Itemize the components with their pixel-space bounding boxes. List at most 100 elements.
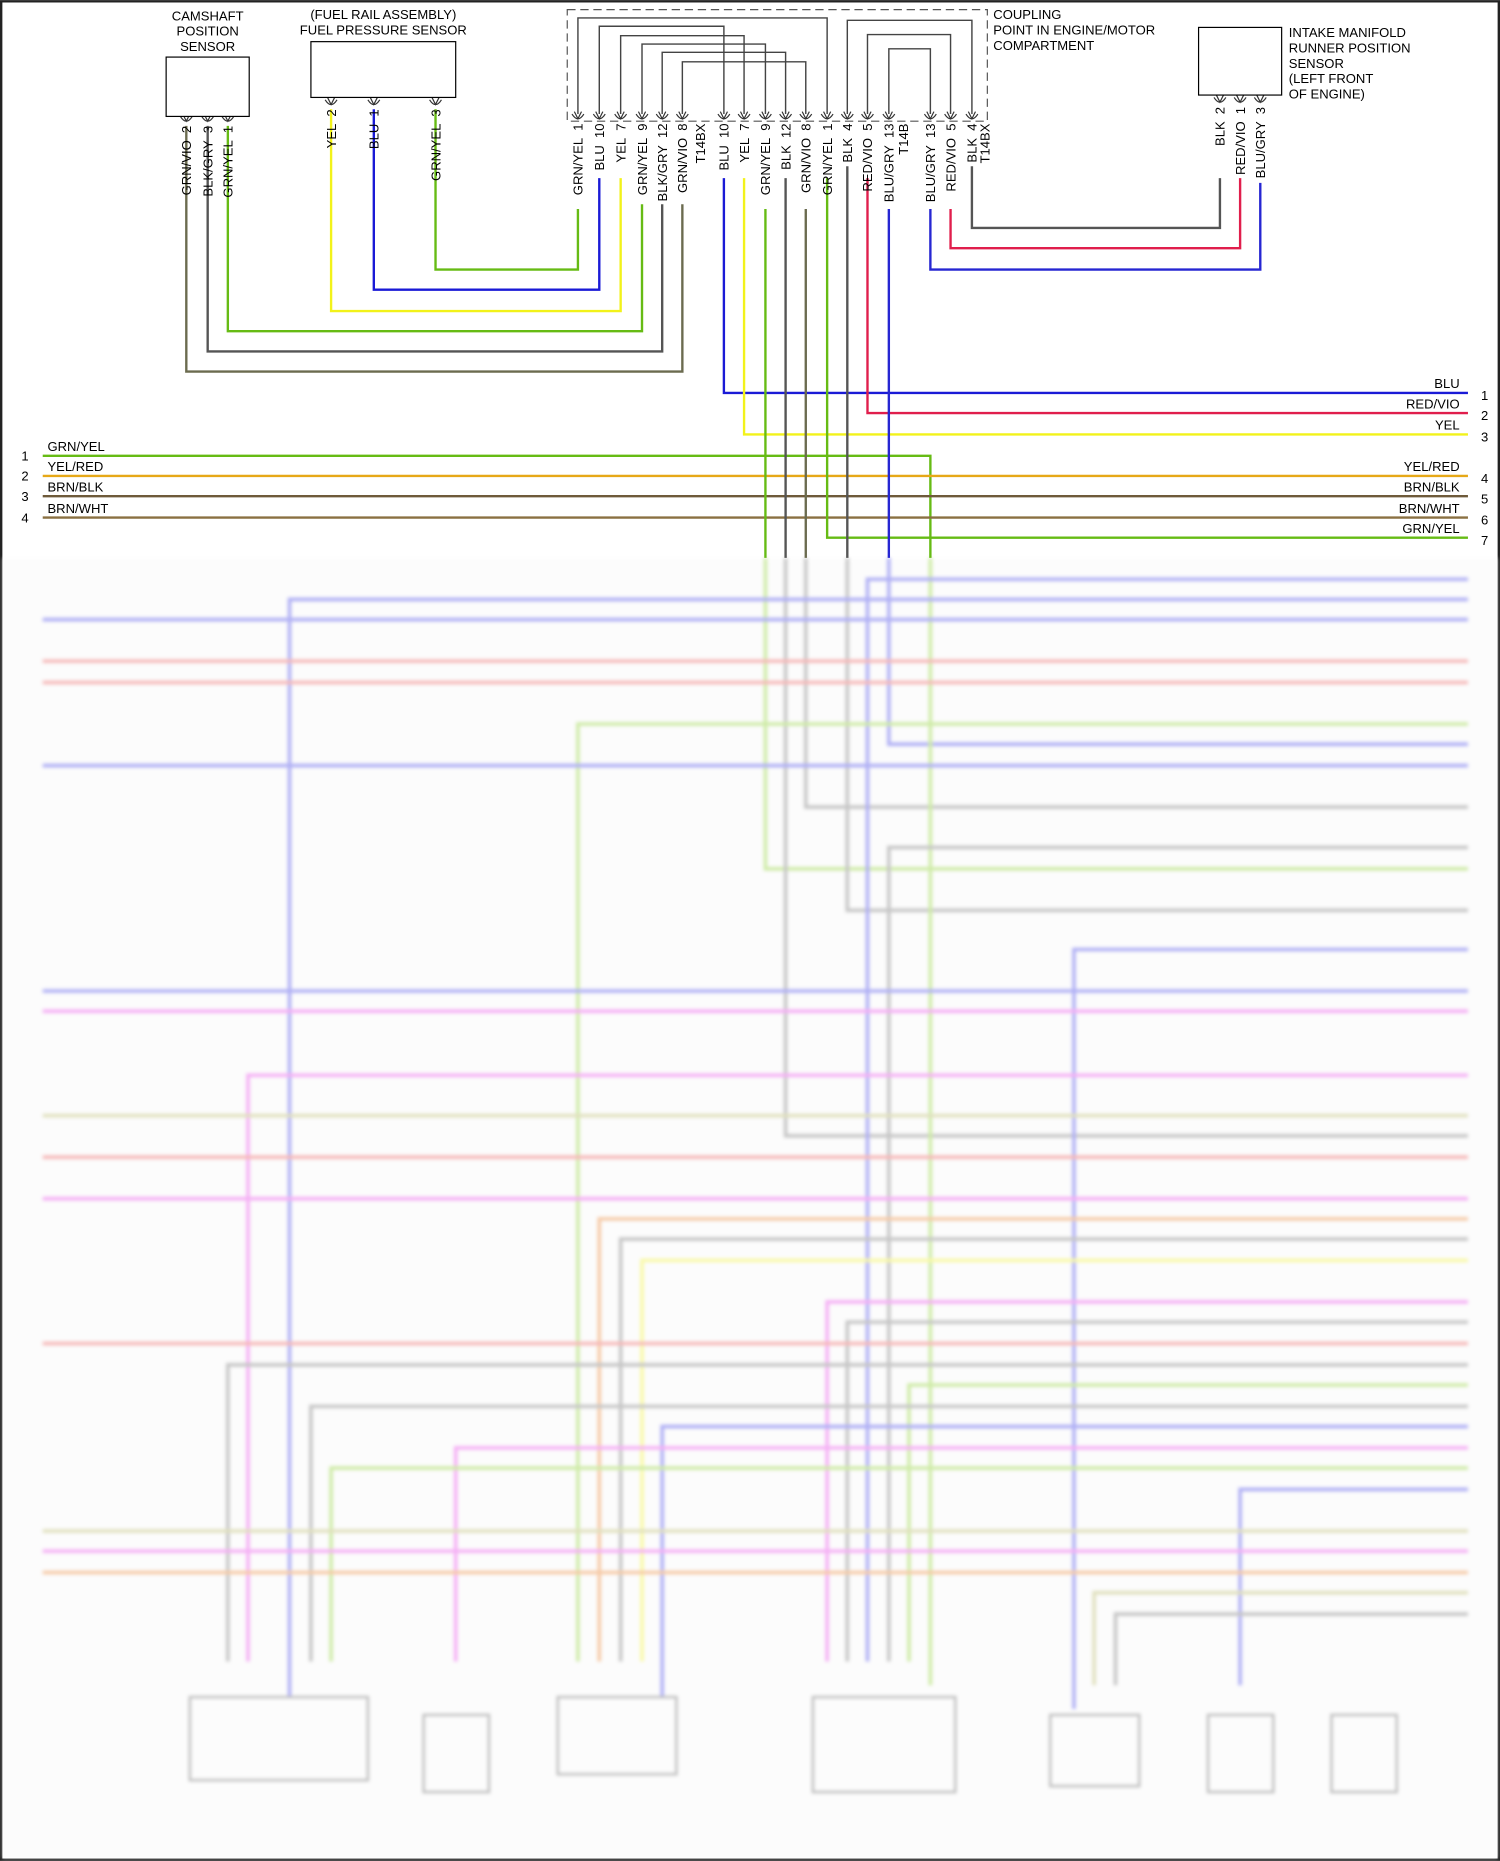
wire-red-vio [866,178,1468,415]
coupling-pin-label: BLK/GRY 12 [655,124,670,202]
wire-blk [970,166,1222,230]
pin-connector-icon [779,111,793,121]
coupling-pin-label-code: BLK [778,145,793,170]
intake-title-4: (LEFT FRONT [1289,71,1374,86]
camshaft-pin-label-code: BLK/GRY [200,140,215,197]
left-terminal-number: 4 [21,510,28,525]
coupling-internal-wire [866,33,952,115]
coupling-pin-label-code: BLK [840,138,855,163]
coupling-pin-label-code: YEL [737,138,752,163]
fuel-pressure-title-1: (FUEL RAIL ASSEMBLY) [310,7,456,22]
left-terminal-code: GRN/YEL [47,439,104,454]
blurred-component-box [1330,1713,1398,1794]
wire-blu [722,178,1468,395]
coupling-pin-label-code: BLU [592,145,607,170]
coupling-pin-label: GRN/YEL 1 [571,124,586,196]
blurred-wire [597,1217,1468,1662]
wire-red-vio [949,178,1242,250]
fuel-pressure-pin-label-num: 1 [367,109,382,116]
blurred-wire [618,1237,1468,1662]
coupling-pin-label-num: 12 [778,124,793,139]
coupling-pin-label-code: GRN/VIO [799,138,814,193]
blurred-wire [287,597,1468,1698]
wire-blk-gry [206,125,664,353]
blurred-component-box [811,1695,957,1794]
left-terminal-code: BRN/BLK [47,479,103,494]
coupling-pin-label: BLU 10 [592,124,607,171]
right-terminal-code: RED/VIO [1406,396,1460,411]
blurred-wire [825,1300,1468,1662]
wire-yel [742,178,1468,436]
blurred-wire [783,557,1468,1138]
coupling-pin-label: YEL 7 [737,124,752,163]
blurred-component-box [188,1695,370,1782]
blurred-component-box [1206,1713,1275,1794]
blurred-wire [845,557,1468,913]
intake-pin-label-num: 2 [1213,107,1228,114]
blurred-wire [1072,947,1468,1709]
intake-pin-label-code: RED/VIO [1233,121,1248,175]
coupling-pin-label: YEL 7 [613,124,628,163]
coupling-pin-label-num: 9 [758,124,773,131]
fuel-pressure-pin-label: BLU 1 [367,109,382,149]
left-terminal-number: 3 [21,489,28,504]
pin-connector-icon [592,111,606,121]
pin-connector-icon [758,111,772,121]
wire-grn-yel [434,109,580,271]
pin-connector-icon [861,111,874,121]
right-terminal-number: 4 [1481,471,1488,486]
blurred-wire [329,1466,1468,1662]
coupling-pin-label: GRN/YEL 1 [820,124,835,196]
coupling-pin-label-code: GRN/YEL [758,138,773,195]
coupling-pin-label-code: RED/VIO [943,138,958,192]
right-terminal-number: 2 [1481,408,1488,423]
blurred-wire [246,1073,1468,1662]
right-terminal-number: 1 [1481,388,1488,403]
camshaft-pin-label-code: GRN/VIO [179,140,194,195]
blurred-component-box [556,1695,678,1776]
fuel-pressure-pin-label: YEL 2 [324,109,339,148]
pin-connector-icon [944,111,957,121]
coupling-pin-label: T14BX [693,123,708,163]
left-terminal-code: BRN/WHT [47,501,108,516]
pin-connector-icon [324,97,338,106]
coupling-pin-label-num: 8 [799,124,814,131]
coupling-pin-label: BLU/GRY 13 [923,124,938,203]
lower-blurred-section [2,557,1498,1859]
coupling-pin-label-code: BLK/GRY [655,145,670,202]
right-terminal-code: YEL [1435,418,1460,433]
coupling-pin-label-code: GRN/YEL [820,138,835,195]
blurred-wire [907,1383,1468,1662]
blurred-wire [1092,1590,1468,1686]
coupling-pin-label-num: 1 [571,124,586,131]
blurred-wire [309,1404,1468,1662]
coupling-internal-wire [641,43,767,115]
coupling-pin-label: RED/VIO 5 [860,124,875,192]
coupling-pin-label-num: 8 [675,124,690,131]
pin-connector-icon [429,97,442,106]
pin-connector-icon [737,111,751,121]
wire-grn-yel [226,125,644,333]
left-terminal-number: 2 [21,469,28,484]
coupling-pin-label-code: RED/VIO [860,138,875,192]
camshaft-title-1: CAMSHAFT [172,8,244,23]
coupling-internal-wire [577,17,828,115]
fuel-pressure-pin-label-code: GRN/YEL [428,124,443,181]
coupling-pin-label: BLK 4 [840,124,855,163]
coupling-pin-label-code: GRN/YEL [571,138,586,195]
wire-grn-yel [825,178,1468,539]
blurred-component-box [422,1713,491,1794]
coupling-internal-wire [661,51,787,115]
camshaft-pin-label-num: 3 [200,126,215,133]
blurred-wire [640,1258,1468,1662]
camshaft-pin-label-num: 2 [179,126,194,133]
coupling-title-1: COUPLING [993,7,1061,22]
coupling-title-3: COMPARTMENT [993,38,1094,53]
right-terminal-code: BRN/WHT [1399,501,1460,516]
pin-connector-icon [655,111,669,121]
blurred-wire [453,1446,1468,1662]
blurred-background [2,557,1498,1859]
coupling-pin-label-num: 12 [655,124,670,139]
